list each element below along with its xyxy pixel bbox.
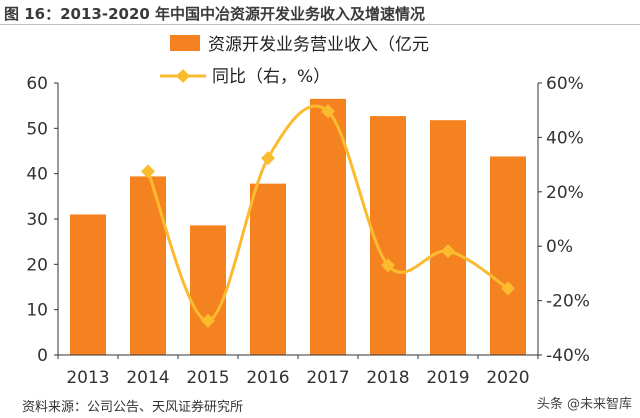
bar-2013 [70, 214, 106, 355]
legend-line-label: 同比（右，%） [212, 67, 330, 87]
x-tick-label: 2017 [306, 368, 349, 388]
bar-2014 [130, 176, 166, 355]
x-tick-label: 2016 [246, 368, 289, 388]
bar-2017 [310, 98, 346, 355]
right-tick-label: 60% [546, 74, 584, 94]
source-note: 资料来源：公司公告、天风证券研究所 [22, 400, 244, 415]
legend-bar-label: 资源开发业务营业收入（亿元 [208, 35, 429, 55]
yoy-marker-2017 [321, 104, 335, 119]
x-tick-label: 2015 [186, 368, 229, 388]
bar-2015 [190, 225, 226, 355]
right-tick-label: 40% [546, 128, 584, 148]
left-tick-label: 60 [26, 74, 48, 94]
left-tick-label: 0 [37, 346, 48, 366]
watermark: 头条 @未来智库 [536, 397, 632, 412]
x-tick-label: 2020 [486, 368, 529, 388]
right-tick-label: -20% [546, 292, 590, 312]
chart-title: 图 16：2013-2020 年中国中冶资源开发业务收入及增速情况 [4, 5, 426, 23]
right-tick-label: 20% [546, 183, 584, 203]
left-tick-label: 30 [26, 210, 48, 230]
left-tick-label: 20 [26, 255, 48, 275]
yoy-marker-2016 [261, 151, 275, 166]
yoy-marker-2018 [381, 258, 395, 273]
x-tick-label: 2013 [66, 368, 109, 388]
left-tick-label: 40 [26, 165, 48, 185]
yoy-marker-2020 [501, 281, 515, 296]
bar-2019 [430, 120, 466, 355]
yoy-marker-2015 [201, 313, 215, 328]
right-tick-label: -40% [546, 346, 590, 366]
title-divider [0, 24, 640, 25]
bar-2016 [250, 183, 286, 355]
legend-line-marker [176, 69, 190, 83]
bar-2020 [490, 156, 526, 355]
yoy-marker-2019 [441, 244, 455, 259]
yoy-marker-2014 [141, 164, 155, 179]
bar-2018 [370, 116, 406, 356]
x-tick-label: 2018 [366, 368, 409, 388]
left-tick-label: 50 [26, 119, 48, 139]
right-tick-label: 0% [546, 237, 573, 257]
x-tick-label: 2019 [426, 368, 469, 388]
x-tick-label: 2014 [126, 368, 169, 388]
legend-bar-swatch [170, 35, 200, 51]
left-tick-label: 10 [26, 301, 48, 321]
